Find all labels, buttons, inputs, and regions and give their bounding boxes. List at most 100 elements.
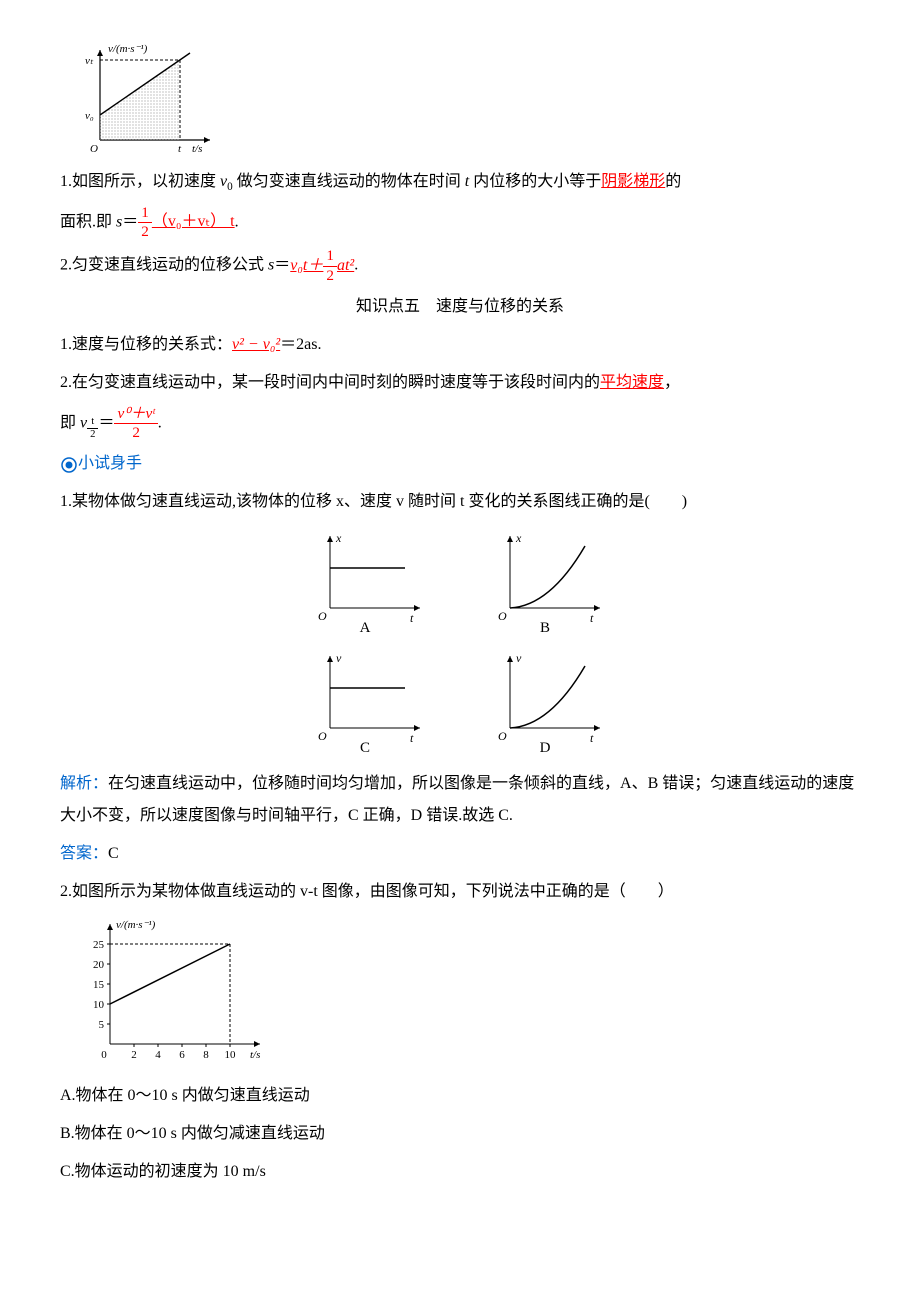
q1-jiexi-label: 解析： [60, 775, 108, 792]
svg-text:2: 2 [131, 1049, 137, 1061]
kp5-eq-rhsden: 2 [114, 424, 157, 442]
q1-diagram-C: v t O C [310, 648, 430, 758]
q1-daan-text: C [108, 845, 119, 862]
svg-text:t: t [410, 611, 414, 625]
kp5-2-red: 平均速度 [600, 374, 664, 391]
q2-optA: A.物体在 0～10 s 内做匀速直线运动 [60, 1080, 860, 1112]
para2-frac: 12 [323, 247, 337, 284]
q1-row2: v t O C v t O D [60, 648, 860, 758]
para1-eq: ＝ [122, 213, 138, 230]
vt-trapezoid-svg: v/(m·s⁻¹) vₜ v₀ O t t/s [60, 40, 220, 160]
svg-text:C: C [360, 740, 370, 756]
q2-ylabel: v/(m·s⁻¹) [116, 919, 156, 931]
para2-text1: 2.匀变速直线运动的位移公式 [60, 257, 268, 274]
q1-diagram-D: v t O D [490, 648, 610, 758]
svg-text:t: t [590, 731, 594, 745]
xtick-t: t [178, 143, 182, 155]
svg-text:20: 20 [93, 959, 105, 971]
svg-text:t: t [410, 731, 414, 745]
q2-origin: 0 [101, 1049, 107, 1061]
q1-daan-label: 答案： [60, 845, 108, 862]
figure-vt-trapezoid: v/(m·s⁻¹) vₜ v₀ O t t/s [60, 40, 860, 160]
q2-optC: C.物体运动的初速度为 10 m/s [60, 1156, 860, 1188]
heading-kp5: 知识点五 速度与位移的关系 [60, 291, 860, 323]
para1-redlink: 阴影梯形 [601, 173, 665, 190]
svg-text:O: O [318, 729, 327, 743]
kp5-eq-rhs: v⁰＋vᵗ2 [114, 405, 157, 442]
svg-text:B: B [540, 620, 550, 636]
q2-chart: 5 10 15 20 25 2 4 6 8 10 v/(m·s⁻¹) 0 t/s [60, 914, 860, 1074]
svg-text:25: 25 [93, 939, 105, 951]
svg-text:x: x [515, 531, 522, 545]
svg-text:A: A [360, 620, 371, 636]
kp5-1-lhs: v² − v₀² [232, 336, 280, 353]
para2-eq: ＝ [274, 257, 290, 274]
para1-pre: 1.如图所示，以初速度 [60, 173, 220, 190]
kp5-1-rhs: ＝2as. [280, 336, 321, 353]
q2-text: 2.如图所示为某物体做直线运动的 v-t 图像，由图像可知，下列说法中正确的是（… [60, 876, 860, 908]
q1-diagram-A: x t O A [310, 528, 430, 638]
kp5-eq-period: . [158, 414, 162, 431]
svg-text:v: v [516, 651, 522, 665]
para1-mid2: 内位移的大小等于 [469, 173, 601, 190]
para2-t1: v₀t＋ [290, 257, 323, 274]
q2-optB: B.物体在 0～10 s 内做匀减速直线运动 [60, 1118, 860, 1150]
svg-text:D: D [540, 740, 551, 756]
kp5-eq-subnum: t [87, 416, 98, 430]
origin: O [90, 143, 98, 155]
xlabel: t/s [192, 143, 202, 155]
kp5-2-pre: 2.在匀变速直线运动中，某一段时间内中间时刻的瞬时速度等于该段时间内的 [60, 374, 600, 391]
svg-text:x: x [335, 531, 342, 545]
para2-frac-den: 2 [323, 267, 337, 285]
svg-text:6: 6 [179, 1049, 185, 1061]
kp5-eq-pre: 即 [60, 414, 80, 431]
para-2: 2.匀变速直线运动的位移公式 s＝v₀t＋12at². [60, 247, 860, 284]
kp5-eq-eq: ＝ [98, 414, 114, 431]
tryit-text: 小试身手 [78, 455, 142, 472]
para2-frac-num: 1 [323, 247, 337, 266]
kp5-eq-sub: t2 [87, 416, 98, 443]
kp5-1: 1.速度与位移的关系式：v² − v₀²＝2as. [60, 329, 860, 361]
kp5-2: 2.在匀变速直线运动中，某一段时间内中间时刻的瞬时速度等于该段时间内的平均速度， [60, 367, 860, 399]
svg-text:5: 5 [99, 1019, 105, 1031]
q1-diagram-B: x t O B [490, 528, 610, 638]
ytick-vt: vₜ [85, 55, 94, 67]
para2-period: . [354, 257, 358, 274]
ytick-v0: v₀ [85, 110, 94, 122]
svg-text:O: O [498, 729, 507, 743]
q2-xlabel: t/s [250, 1049, 260, 1061]
kp5-eq-subden: 2 [87, 429, 98, 442]
para1-frac: 12 [138, 204, 152, 241]
q1-jiexi: 解析：在匀速直线运动中，位移随时间均匀增加，所以图像是一条倾斜的直线，A、B 错… [60, 768, 860, 832]
svg-text:10: 10 [225, 1049, 237, 1061]
q1-row1: x t O A x t O B [60, 528, 860, 638]
svg-text:8: 8 [203, 1049, 209, 1061]
svg-text:10: 10 [93, 999, 105, 1011]
q1-jiexi-text: 在匀速直线运动中，位移随时间均匀增加，所以图像是一条倾斜的直线，A、B 错误；匀… [60, 775, 854, 824]
q1-daan: 答案：C [60, 838, 860, 870]
para1-expr: （v₀＋vₜ） t [152, 213, 235, 230]
kp5-eq-rhsnum: v⁰＋vᵗ [114, 405, 157, 424]
q1-text: 1.某物体做匀速直线运动,该物体的位移 x、速度 v 随时间 t 变化的关系图线… [60, 486, 860, 518]
circle-dot-icon [60, 456, 78, 474]
ylabel: v/(m·s⁻¹) [108, 43, 148, 55]
para-1: 1.如图所示，以初速度 v0 做匀变速直线运动的物体在时间 t 内位移的大小等于… [60, 166, 860, 198]
svg-text:v: v [336, 651, 342, 665]
para1-frac-num: 1 [138, 204, 152, 223]
para1-period: . [235, 213, 239, 230]
kp5-1-pre: 1.速度与位移的关系式： [60, 336, 232, 353]
kp5-eq: 即 vt2＝v⁰＋vᵗ2. [60, 405, 860, 442]
svg-text:t: t [590, 611, 594, 625]
para1-mid3: 的 [665, 173, 681, 190]
kp5-2-post: ， [664, 374, 680, 391]
tryit-heading: 小试身手 [60, 448, 860, 480]
svg-text:O: O [318, 609, 327, 623]
svg-text:15: 15 [93, 979, 105, 991]
svg-text:O: O [498, 609, 507, 623]
svg-text:4: 4 [155, 1049, 161, 1061]
para1-line2a: 面积.即 [60, 213, 116, 230]
para1-frac-den: 2 [138, 223, 152, 241]
para2-t2: at² [337, 257, 354, 274]
para1-mid1: 做匀变速直线运动的物体在时间 [233, 173, 465, 190]
para-1-line2: 面积.即 s＝12（v₀＋vₜ） t. [60, 204, 860, 241]
